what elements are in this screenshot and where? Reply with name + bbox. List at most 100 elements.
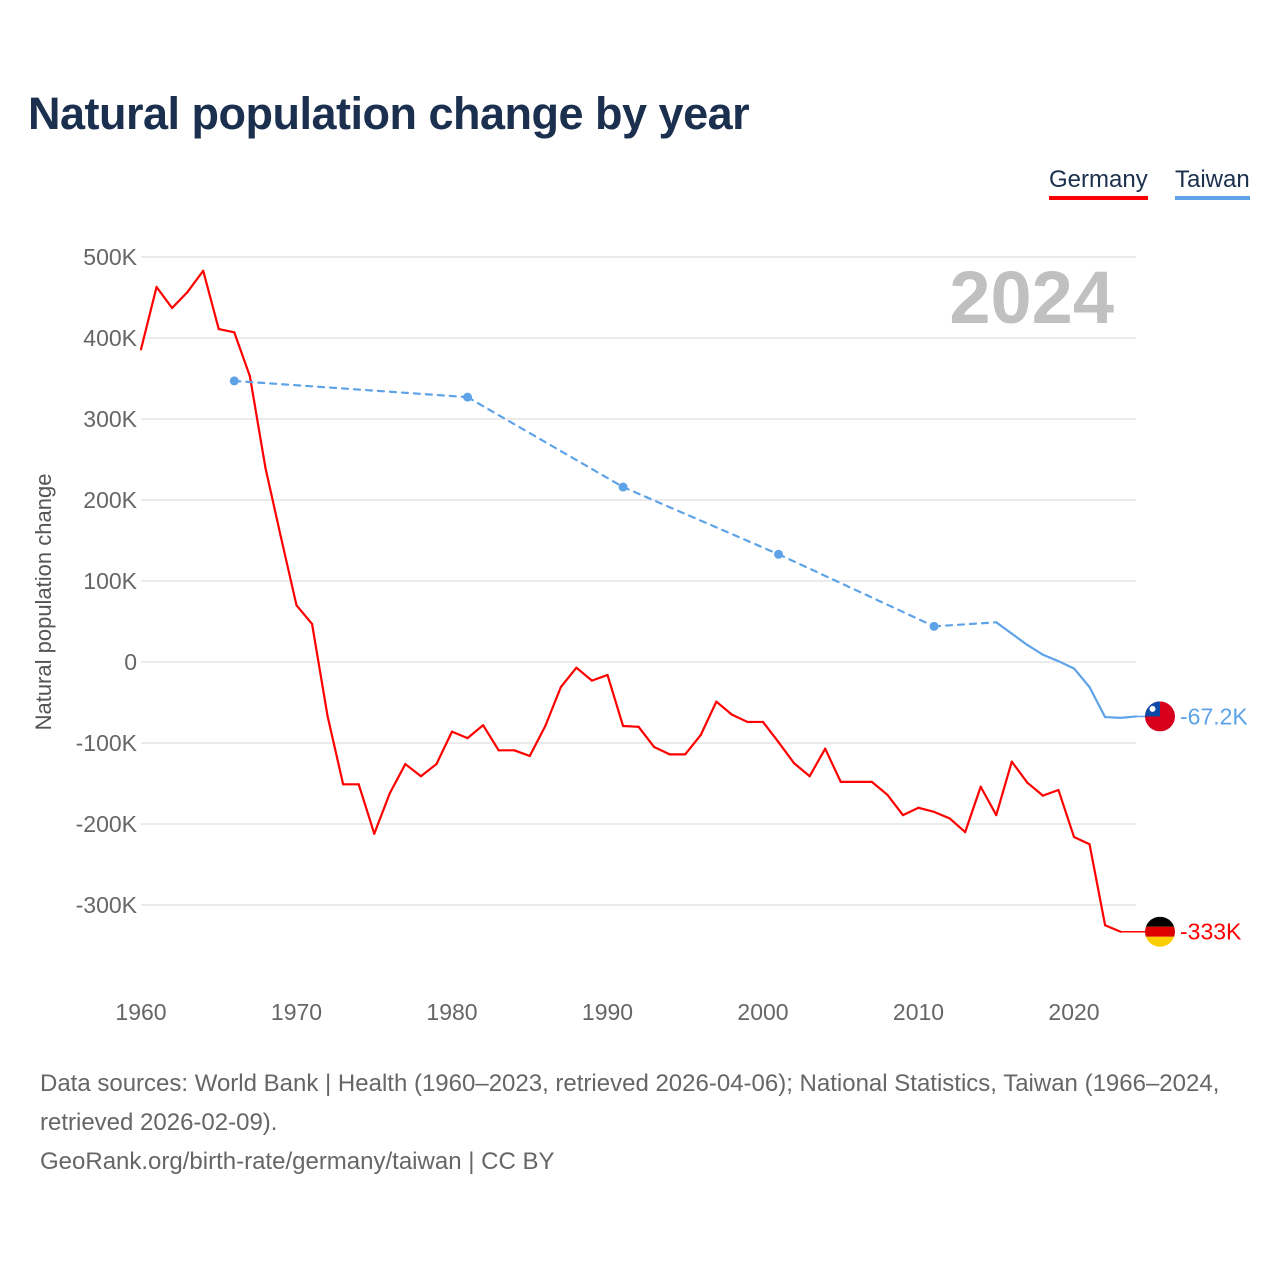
y-tick-label: 400K <box>83 325 137 351</box>
germany-segment <box>528 724 547 758</box>
germany-segment <box>1041 788 1060 797</box>
germany-segment <box>575 666 594 682</box>
germany-segment <box>155 285 174 310</box>
germany-segment <box>1010 760 1029 784</box>
x-tick-label: 1960 <box>115 999 166 1025</box>
y-tick-label: -300K <box>76 892 138 918</box>
x-tick-label: 2000 <box>737 999 788 1025</box>
germany-segment <box>901 806 920 817</box>
taiwan-segment <box>1072 667 1091 689</box>
taiwan-end-label: -67.2K <box>1180 703 1248 729</box>
germany-segment <box>948 817 967 834</box>
germany-segment <box>388 762 407 795</box>
germany-segment <box>326 715 345 786</box>
x-tick-label: 1990 <box>582 999 633 1025</box>
germany-segment <box>1057 788 1076 839</box>
germany-segment <box>279 536 298 607</box>
germany-segment <box>295 604 314 626</box>
flag-body <box>1145 701 1175 732</box>
flag-stripe <box>1145 926 1175 937</box>
germany-segment <box>419 762 438 778</box>
germany-segment <box>792 762 811 778</box>
taiwan-segment <box>1026 643 1045 656</box>
taiwan-segment <box>1103 715 1122 719</box>
y-tick-label: -200K <box>76 811 138 837</box>
germany-segment <box>621 724 640 728</box>
germany-segment <box>590 673 609 682</box>
germany-segment <box>777 741 796 765</box>
source-link[interactable]: GeoRank.org/birth-rate/germany/taiwan | … <box>40 1148 555 1175</box>
taiwan-point <box>463 392 473 402</box>
flag-stripe <box>1145 936 1175 947</box>
germany-segment <box>450 730 469 740</box>
germany-segment <box>886 793 905 817</box>
germany-segment <box>202 269 220 331</box>
germany-segment <box>699 700 718 737</box>
x-tick-label: 2010 <box>893 999 944 1025</box>
germany-segment <box>964 785 982 834</box>
germany-segment <box>404 762 422 778</box>
flag-stripe <box>1145 916 1175 927</box>
germany-segment <box>466 724 485 740</box>
germany-segment <box>715 700 734 716</box>
y-tick-label: 200K <box>83 487 137 513</box>
germany-segment <box>808 747 827 778</box>
germany-segment <box>637 725 656 749</box>
taiwan-point <box>929 621 939 631</box>
y-tick-label: -100K <box>76 730 138 756</box>
germany-segment <box>917 806 936 813</box>
germany-segment <box>606 673 625 728</box>
gridlines: 500K 400K 300K 200K 100K 0 -100K -200K -300K 1960… <box>76 244 1136 1025</box>
germany-segment <box>684 733 702 756</box>
taiwan-segment <box>1041 653 1060 663</box>
germany-segment <box>513 749 531 758</box>
germany-end-label: -333K <box>1180 919 1242 945</box>
taiwan-segment <box>1010 632 1029 647</box>
germany-segment <box>357 783 376 835</box>
year-watermark: 2024 <box>949 256 1114 339</box>
taiwan-flag-icon <box>1145 701 1175 732</box>
taiwan-segment <box>621 485 780 556</box>
taiwan-point <box>774 549 784 559</box>
germany-segment <box>217 327 236 334</box>
germany-segment <box>824 747 842 783</box>
flag-sun <box>1149 705 1156 712</box>
taiwan-segment <box>466 396 625 489</box>
taiwan-point <box>618 482 628 492</box>
germany-segment <box>248 374 267 469</box>
germany-segment <box>373 792 391 835</box>
y-tick-label: 300K <box>83 406 137 432</box>
legend-taiwan[interactable]: Taiwan <box>1175 166 1250 200</box>
germany-segment <box>1103 924 1122 933</box>
legend-germany[interactable]: Germany <box>1049 166 1148 200</box>
germany-segment <box>761 720 780 744</box>
germany-segment <box>559 666 578 689</box>
taiwan-segment <box>932 621 998 628</box>
taiwan-segment <box>1057 660 1076 670</box>
germany-segment <box>264 466 283 539</box>
germany-segment <box>186 269 205 293</box>
germany-segment <box>435 730 454 766</box>
germany-segment <box>870 780 889 796</box>
taiwan-segment <box>233 379 469 399</box>
germany-segment <box>171 290 189 310</box>
y-tick-label: 0 <box>124 649 137 675</box>
germany-segment <box>482 724 500 752</box>
germany-segment <box>653 745 671 756</box>
data-sources: Data sources: World Bank | Health (1960–… <box>40 1070 1220 1136</box>
line-chart: 500K 400K 300K 200K 100K 0 -100K -200K -300K 1960… <box>31 244 1248 1025</box>
germany-segment <box>932 810 951 820</box>
germany-flag-icon <box>1145 916 1175 947</box>
germany-segment <box>544 686 562 728</box>
x-tick-label: 2020 <box>1048 999 1099 1025</box>
flag-body <box>1145 916 1175 947</box>
y-axis-title: Natural population change <box>31 474 56 731</box>
germany-segment <box>995 760 1013 817</box>
x-tick-label: 1980 <box>426 999 477 1025</box>
taiwan-segment <box>1088 686 1107 719</box>
taiwan-point <box>229 376 239 386</box>
taiwan-segment <box>777 553 936 628</box>
germany-segment <box>979 785 998 817</box>
germany-segment <box>1088 843 1107 927</box>
germany-segment <box>233 331 251 378</box>
